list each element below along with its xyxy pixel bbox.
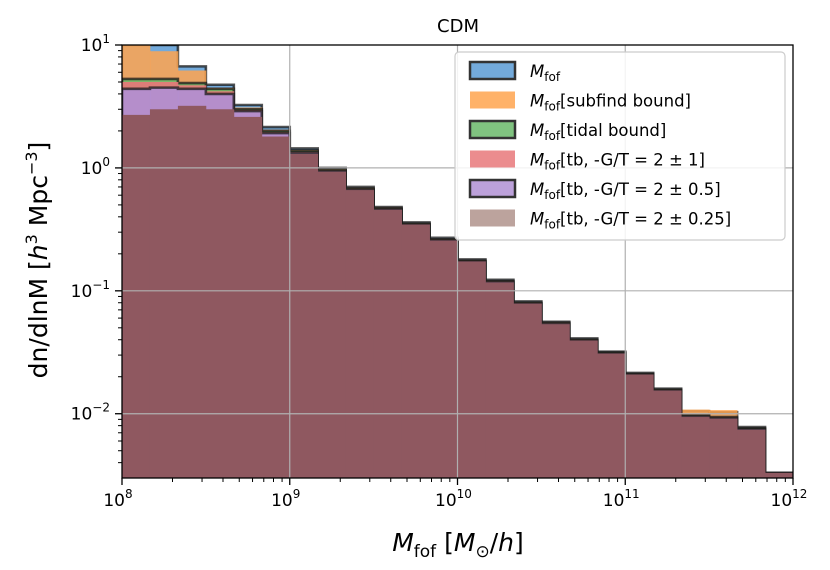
bar xyxy=(234,117,262,478)
bar xyxy=(569,341,597,478)
bar xyxy=(458,262,486,478)
bar xyxy=(653,391,681,478)
bar xyxy=(737,430,765,478)
bar xyxy=(709,419,737,478)
bar xyxy=(765,473,793,478)
bar xyxy=(346,190,374,478)
bar xyxy=(150,109,178,478)
y-axis-label: dn/dlnM [h3 Mpc−3] xyxy=(22,142,53,379)
bar xyxy=(597,354,625,478)
bar xyxy=(513,304,541,478)
bar xyxy=(681,417,709,478)
bar xyxy=(206,109,234,478)
bar xyxy=(541,324,569,478)
legend-swatch xyxy=(470,62,515,79)
bar xyxy=(290,154,318,478)
bar xyxy=(262,137,290,478)
legend-swatch xyxy=(470,92,515,109)
bar xyxy=(178,106,206,478)
bar xyxy=(318,172,346,478)
bar xyxy=(430,241,458,478)
legend-label: Mfof[tb, -G/T = 2 ± 0.25] xyxy=(530,210,731,232)
bar xyxy=(122,115,150,478)
bar xyxy=(485,282,513,478)
bar xyxy=(374,210,402,478)
legend-swatch xyxy=(470,151,515,168)
chart-title: CDM xyxy=(437,16,479,37)
bar xyxy=(402,225,430,478)
x-axis-label: Mfof [M⊙/h] xyxy=(392,528,524,562)
legend-swatch xyxy=(470,210,515,227)
legend-swatch xyxy=(470,180,515,197)
bar xyxy=(625,375,653,478)
legend-swatch xyxy=(470,121,515,138)
